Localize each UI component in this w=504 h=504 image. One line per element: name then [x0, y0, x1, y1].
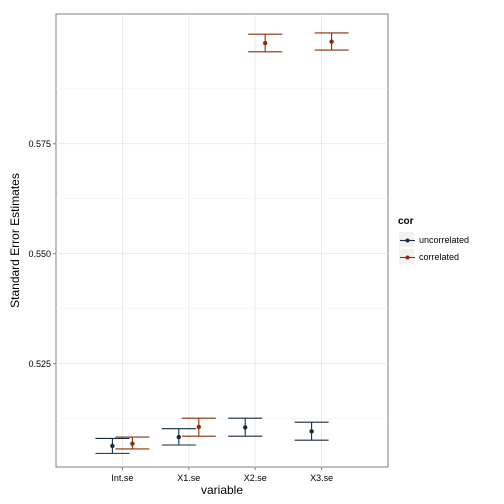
legend-item: correlated — [398, 248, 488, 265]
data-point — [130, 441, 135, 446]
data-point — [309, 429, 314, 434]
legend-key — [398, 248, 415, 265]
y-tick-label: 0.575 — [28, 139, 51, 149]
legend-item: uncorrelated — [398, 231, 488, 248]
y-tick-label: 0.525 — [28, 359, 51, 369]
y-tick-label: 0.550 — [28, 249, 51, 259]
data-point — [243, 425, 248, 430]
legend-title: cor — [398, 216, 414, 227]
x-axis-title: variable — [201, 483, 243, 497]
legend-label: uncorrelated — [419, 234, 470, 245]
x-tick-label: X3.se — [310, 473, 333, 483]
plot-panel — [55, 13, 389, 468]
legend-label: correlated — [419, 251, 460, 262]
data-point — [263, 40, 268, 46]
legend-key — [398, 231, 415, 248]
x-tick-label: X1.se — [177, 473, 200, 483]
x-tick-label: X2.se — [244, 473, 267, 483]
data-point — [110, 443, 115, 449]
legend-items: uncorrelated correlated — [398, 231, 488, 265]
data-point — [196, 424, 201, 430]
legend: cor uncorrelated correlated — [398, 216, 488, 265]
y-axis-title: Standard Error Estimates — [8, 173, 22, 308]
data-point — [329, 39, 334, 44]
data-point — [176, 434, 181, 440]
x-tick-label: Int.se — [111, 473, 133, 483]
